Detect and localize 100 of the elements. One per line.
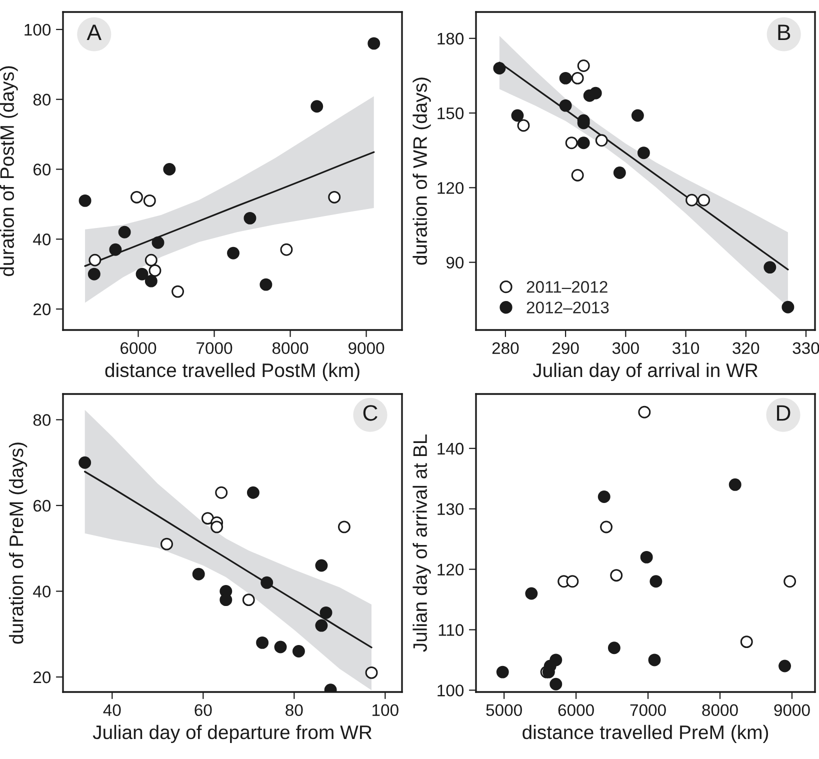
point <box>550 678 562 690</box>
point <box>608 642 620 654</box>
y-tick-label: 20 <box>33 671 51 684</box>
line-series <box>84 151 375 267</box>
x-tick-label: 5000 <box>486 704 522 716</box>
point <box>260 278 272 291</box>
point <box>152 236 164 249</box>
point <box>244 212 256 224</box>
point <box>728 478 742 491</box>
point <box>764 261 776 274</box>
legend-label: 2012–2013 <box>526 302 609 314</box>
point <box>698 194 710 206</box>
y-tick-label: 120 <box>438 564 464 576</box>
point <box>589 86 602 100</box>
x-tick-label: 100 <box>372 704 398 716</box>
point <box>686 194 698 206</box>
point <box>88 268 100 280</box>
y-tick-label: 130 <box>438 503 464 516</box>
point <box>595 134 608 147</box>
y-axis-title: duration of PostM (days) <box>0 66 18 276</box>
x-tick-label: 7000 <box>630 704 666 716</box>
point <box>559 99 572 112</box>
point <box>778 660 792 672</box>
point <box>78 194 92 207</box>
point <box>368 37 380 50</box>
x-axis-title: Julian day of departure from WR <box>92 724 372 744</box>
point <box>260 576 274 589</box>
point <box>160 538 173 550</box>
x-axis-title: distance travelled PreM (km) <box>522 724 768 744</box>
y-tick-label: 150 <box>438 107 464 120</box>
point <box>210 520 224 534</box>
annotation: C <box>363 405 378 421</box>
point <box>365 666 378 679</box>
x-tick-label: 8000 <box>272 342 308 354</box>
point <box>292 645 305 658</box>
point <box>192 568 205 580</box>
point <box>274 640 287 654</box>
annotation: B <box>778 24 790 40</box>
y-tick-label: 90 <box>446 256 464 269</box>
point <box>496 666 509 678</box>
point <box>598 490 610 503</box>
point <box>246 486 260 499</box>
point <box>559 72 572 84</box>
point <box>566 575 579 588</box>
y-tick-label: 110 <box>438 624 464 636</box>
point <box>109 243 122 256</box>
y-axis-title: Julian day of arrival at BL <box>412 434 431 652</box>
point <box>525 587 538 600</box>
x-tick-label: 290 <box>552 342 579 354</box>
point <box>511 109 524 122</box>
x-tick-label: 330 <box>792 342 819 354</box>
point <box>144 274 158 288</box>
y-tick-label: 20 <box>33 303 51 316</box>
annotation: A <box>86 24 102 40</box>
y-tick-label: 60 <box>34 500 51 512</box>
x-axis-title: distance travelled PostM (km) <box>105 362 360 382</box>
point <box>577 136 590 150</box>
legend-label: 2011–2012 <box>526 281 608 293</box>
x-tick-label: 6000 <box>120 342 156 354</box>
point <box>227 246 240 260</box>
point <box>320 606 332 619</box>
y-tick-label: 120 <box>438 182 464 194</box>
point <box>136 268 148 280</box>
x-tick-label: 80 <box>286 704 303 716</box>
point <box>256 636 269 649</box>
x-tick-label: 6000 <box>558 704 594 716</box>
point <box>637 146 650 160</box>
y-tick-label: 100 <box>24 24 51 36</box>
y-tick-label: 60 <box>34 164 51 176</box>
x-axis-title: Julian day of arrival in WR <box>532 362 758 382</box>
x-tick-label: 300 <box>612 342 639 354</box>
x-tick-label: 7000 <box>196 342 232 354</box>
y-axis-title: duration of PreM (days) <box>8 442 28 644</box>
point <box>118 226 131 238</box>
point <box>328 190 341 204</box>
point <box>648 654 661 666</box>
x-tick-label: 8000 <box>702 704 738 716</box>
point <box>144 254 158 266</box>
point <box>163 163 176 176</box>
point <box>78 456 92 469</box>
point <box>613 166 626 179</box>
point <box>493 62 506 74</box>
point <box>310 100 324 113</box>
point <box>631 109 644 122</box>
x-tick-label: 280 <box>492 342 519 354</box>
point <box>650 575 662 588</box>
y-tick-label: 40 <box>33 234 51 246</box>
x-tick-label: 9000 <box>774 704 810 716</box>
annotation: D <box>777 405 790 421</box>
x-tick-label: 310 <box>672 342 700 354</box>
x-tick-label: 60 <box>194 704 212 716</box>
x-tick-label: 40 <box>103 704 121 716</box>
y-tick-label: 100 <box>438 684 464 696</box>
point <box>88 254 102 266</box>
y-axis-title: duration of WR (days) <box>412 78 431 265</box>
y-tick-label: 80 <box>33 414 51 426</box>
point <box>640 550 653 564</box>
y-tick-label: 180 <box>438 32 464 45</box>
y-tick-label: 140 <box>438 442 464 455</box>
point <box>610 569 623 582</box>
